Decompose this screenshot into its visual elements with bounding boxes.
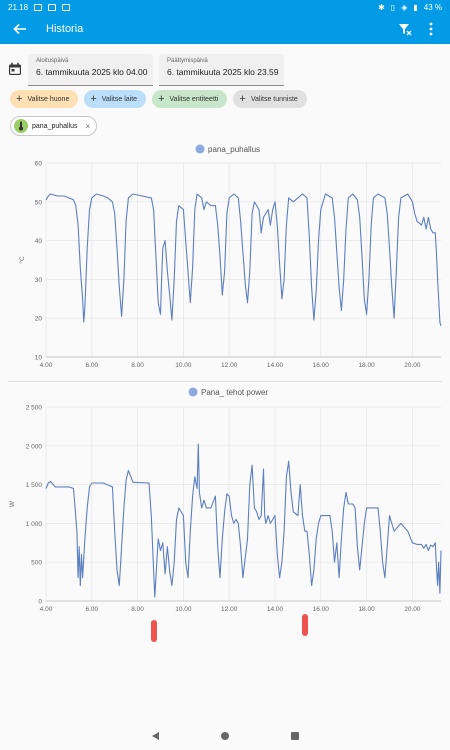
date-range: Aloituspäivä 6. tammikuuta 2025 klo 04.0…: [0, 52, 450, 88]
x-tick-label: 8.00: [131, 362, 144, 369]
bluetooth-icon: ✱: [378, 2, 385, 12]
legend-swatch: [188, 387, 198, 397]
start-date-label: Aloituspäivä: [36, 58, 69, 64]
calendar-icon[interactable]: [8, 62, 22, 76]
more-vert-icon[interactable]: [418, 15, 444, 43]
back-arrow-icon[interactable]: [6, 15, 34, 43]
x-tick-label: 14.00: [267, 606, 284, 613]
choose-entity-chip[interactable]: + Valitse entiteetti: [152, 90, 228, 108]
power-chart: Pana_ tehot power 0 500 1 000 1 500 2 000 2 50…: [9, 387, 442, 613]
target-picker-chips: + Valitse huone + Valitse laite + Valits…: [10, 90, 307, 108]
y-tick-label: 40: [35, 238, 43, 245]
y-tick-label: 2 000: [26, 443, 43, 450]
x-tick-label: 16.00: [313, 362, 330, 369]
y-tick-label: 1 500: [26, 482, 43, 489]
end-date-field[interactable]: Päättymispäivä 6. tammikuuta 2025 klo 23…: [159, 54, 284, 86]
y-tick-label: 30: [35, 277, 43, 284]
y-axis-label: W: [9, 500, 16, 507]
y-tick-label: 1 000: [26, 521, 43, 528]
end-date-value: 6. tammikuuta 2025 klo 23.59: [167, 67, 279, 77]
app-bar: Historia: [0, 14, 450, 44]
legend-swatch: [195, 144, 205, 154]
plus-icon: +: [158, 92, 165, 105]
y-tick-label: 20: [35, 316, 43, 323]
plus-icon: +: [90, 92, 97, 105]
legend-label: pana_puhallus: [208, 145, 260, 154]
remove-chip-icon[interactable]: ×: [85, 121, 91, 131]
choose-area-chip[interactable]: + Valitse huone: [10, 90, 79, 108]
x-tick-label: 10.00: [175, 606, 192, 613]
selected-entity-chip[interactable]: pana_puhallus ×: [10, 116, 98, 136]
x-tick-label: 12.00: [221, 362, 238, 369]
x-tick-label: 8.00: [131, 606, 144, 613]
vibrate-icon: ▯: [390, 2, 396, 12]
status-bar: 21.18 ✱ ▯ ◈ ▮ 43 %: [0, 0, 450, 14]
start-date-field[interactable]: Aloituspäivä 6. tammikuuta 2025 klo 04.0…: [28, 54, 153, 86]
telegram-icon: [34, 3, 43, 11]
choose-device-chip[interactable]: + Valitse laite: [84, 90, 147, 108]
chip-label: Valitse huone: [27, 95, 70, 103]
chip-label: Valitse laite: [101, 95, 138, 103]
x-tick-label: 12.00: [221, 606, 238, 613]
start-date-value: 6. tammikuuta 2025 klo 04.00: [36, 67, 148, 77]
y-tick-label: 2 500: [26, 405, 43, 412]
x-tick-label: 18.00: [358, 606, 375, 613]
x-tick-label: 10.00: [175, 362, 192, 369]
nav-home-icon[interactable]: [220, 732, 229, 740]
nav-back-icon[interactable]: [151, 732, 159, 740]
y-tick-label: 500: [31, 560, 42, 567]
legend-label: Pana_ tehot power: [201, 388, 268, 397]
settings-icon: [62, 3, 71, 11]
x-tick-label: 4.00: [40, 362, 53, 369]
y-tick-label: 10: [35, 355, 43, 362]
chip-label: Valitse entiteetti: [169, 95, 219, 103]
notification-icon: [48, 3, 57, 11]
y-tick-label: 50: [35, 199, 43, 206]
x-tick-label: 20.00: [404, 606, 421, 613]
nav-recents-icon[interactable]: [290, 732, 299, 740]
x-tick-label: 4.00: [40, 606, 53, 613]
thermometer-icon: [14, 119, 28, 133]
y-tick-label: 0: [38, 599, 42, 606]
x-tick-label: 20.00: [404, 362, 421, 369]
system-nav-bar: [0, 722, 450, 750]
page-title: Historia: [46, 23, 84, 35]
y-tick-label: 60: [35, 161, 43, 168]
chart-divider: [8, 381, 442, 382]
chip-label: Valitse tunniste: [250, 95, 298, 103]
x-tick-label: 14.00: [267, 362, 284, 369]
x-tick-label: 6.00: [85, 362, 98, 369]
plus-icon: +: [16, 92, 23, 105]
wifi-icon: ◈: [401, 2, 408, 12]
entity-chip-label: pana_puhallus: [32, 122, 78, 130]
red-annotation-mark: [151, 620, 157, 642]
filter-remove-icon[interactable]: [392, 15, 418, 43]
plus-icon: +: [239, 92, 246, 105]
choose-label-chip[interactable]: + Valitse tunniste: [233, 90, 307, 108]
series-line: [45, 193, 442, 327]
series-line: [45, 443, 442, 598]
x-tick-label: 16.00: [313, 606, 330, 613]
battery-level: 43 %: [423, 2, 442, 12]
y-axis-label: °C: [18, 256, 26, 264]
status-time: 21.18: [8, 2, 29, 12]
legend: Pana_ tehot power: [188, 387, 268, 397]
temperature-chart: pana_puhallus 10 20 30 40 50 60 4.00 6.00 8.00 10.…: [18, 144, 442, 369]
x-tick-label: 6.00: [85, 606, 98, 613]
x-tick-label: 18.00: [358, 362, 375, 369]
legend: pana_puhallus: [195, 144, 260, 154]
battery-icon: ▮: [413, 2, 418, 12]
red-annotation-mark: [302, 614, 308, 636]
end-date-label: Päättymispäivä: [167, 58, 208, 64]
